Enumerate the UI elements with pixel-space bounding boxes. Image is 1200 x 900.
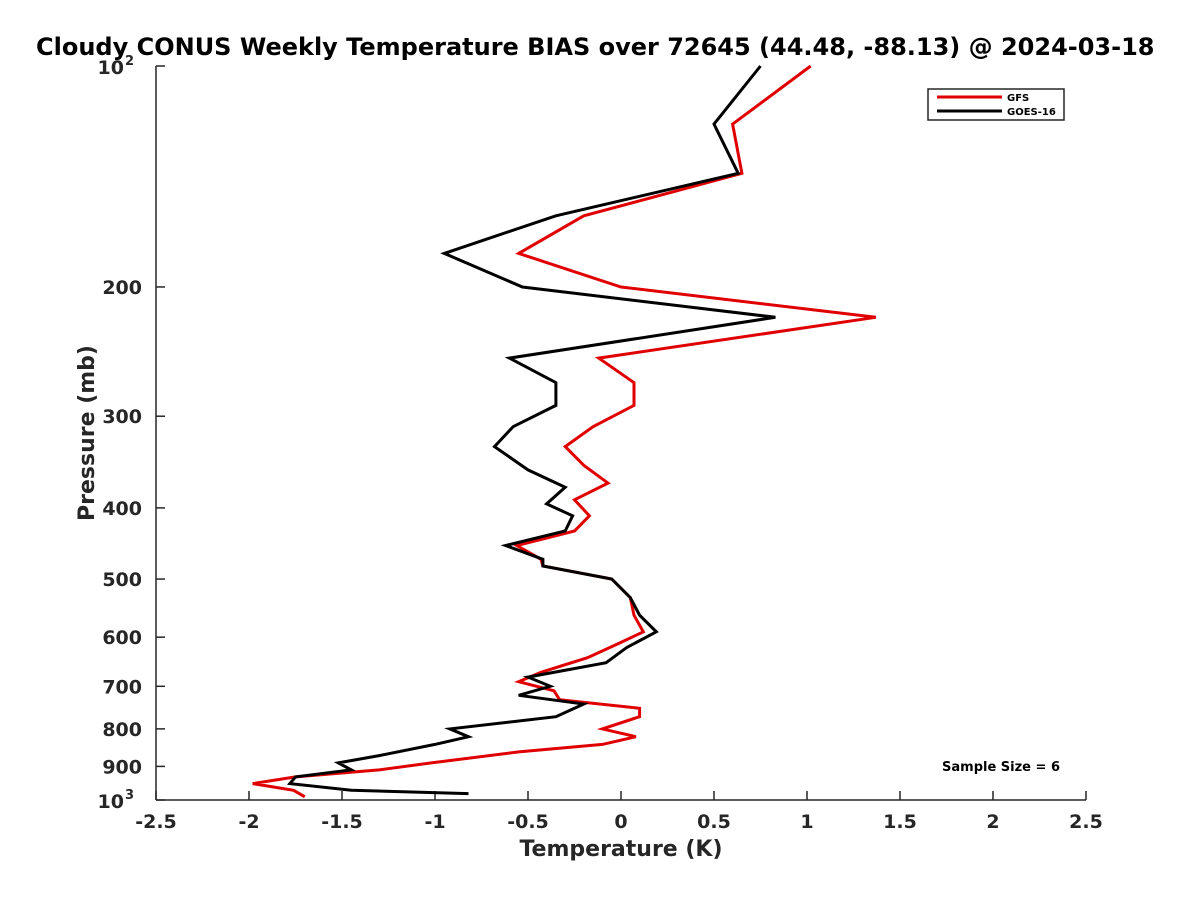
x-tick-label: -2.5: [135, 811, 177, 833]
y-tick-base: 10: [98, 791, 124, 813]
y-axis-label: Pressure (mb): [75, 345, 100, 521]
x-ticks: -2.5 -2 -1.5 -1 -0.5 0 0.5 1 1.5 2 2.5: [135, 791, 1103, 833]
x-tick-label: -1: [424, 811, 445, 833]
y-tick-label-power: 10 2: [98, 54, 135, 79]
x-tick-label: 2: [986, 811, 999, 833]
x-axis-label: Temperature (K): [519, 837, 722, 862]
series-lines: [252, 64, 877, 799]
legend: GFS GOES-16: [927, 88, 1065, 121]
y-tick-label: 200: [102, 277, 142, 299]
y-tick-label: 700: [102, 676, 142, 698]
x-tick-label: -2: [238, 811, 259, 833]
x-tick-label: 0.5: [697, 811, 731, 833]
y-tick-label: 800: [102, 719, 142, 741]
y-tick-label: 600: [102, 627, 142, 649]
chart-title: Cloudy CONUS Weekly Temperature BIAS ove…: [36, 33, 1154, 61]
y-tick-label: 400: [102, 498, 142, 520]
x-tick-label: -1.5: [321, 811, 363, 833]
y-tick-label: 300: [102, 406, 142, 428]
x-tick-label: 1: [800, 811, 813, 833]
y-tick-label: 500: [102, 569, 142, 591]
legend-label-goes-16: GOES-16: [1007, 107, 1056, 118]
legend-label-gfs: GFS: [1007, 93, 1029, 104]
series-line-goes-16: [286, 65, 776, 796]
y-tick-label: 900: [102, 756, 142, 778]
y-tick-exponent: 3: [125, 788, 134, 803]
y-tick-exponent: 2: [125, 54, 134, 69]
x-tick-label: -0.5: [507, 811, 549, 833]
y-tick-label-power: 10 3: [98, 788, 135, 813]
sample-size-annotation: Sample Size = 6: [942, 760, 1060, 775]
x-tick-label: 0: [614, 811, 627, 833]
x-tick-label: 2.5: [1069, 811, 1103, 833]
x-tick-label: 1.5: [883, 811, 917, 833]
y-tick-base: 10: [98, 57, 124, 79]
legend-box: [927, 88, 1065, 121]
